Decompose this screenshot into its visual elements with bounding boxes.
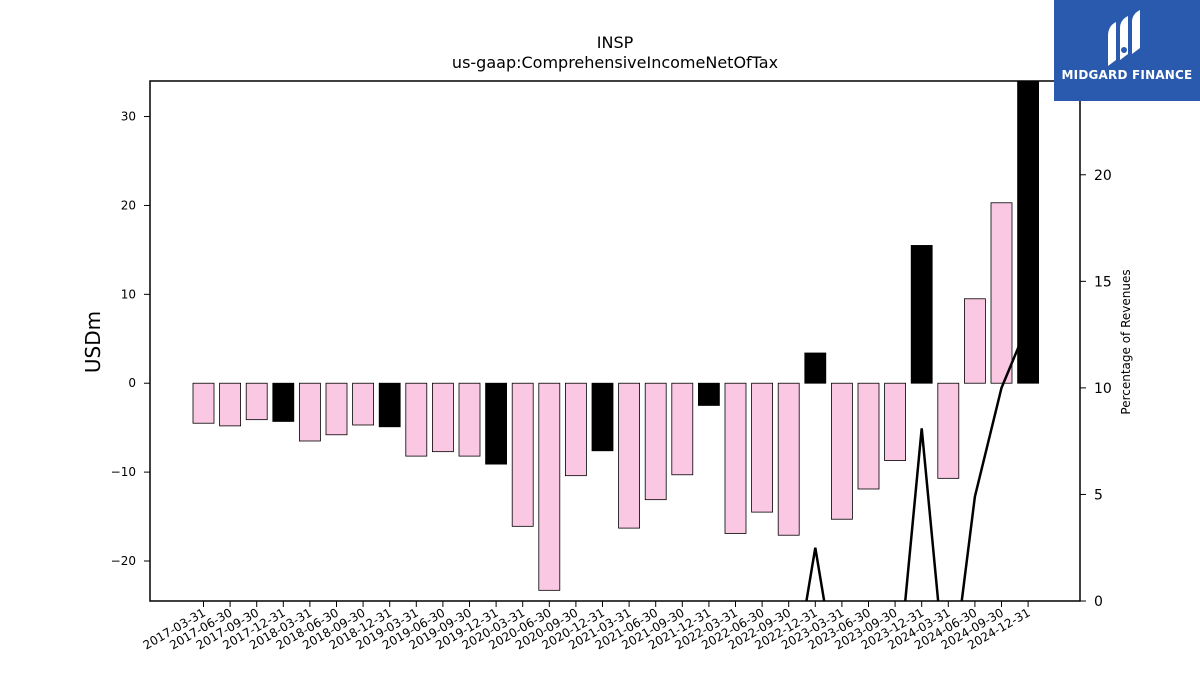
bar-2023-09-30 — [884, 382, 906, 461]
bar-2018-12-31 — [378, 382, 401, 428]
y2-tick-label: 5 — [1094, 487, 1103, 503]
bar-2022-09-30 — [777, 382, 800, 536]
y-axis-label: USDm — [81, 311, 105, 373]
bar-2017-12-31 — [272, 382, 295, 422]
y-tick-label: −20 — [111, 554, 136, 568]
bar-2021-03-31 — [618, 382, 640, 529]
plot-frame — [149, 80, 1081, 602]
bar-2020-12-31 — [591, 382, 614, 452]
bar-2020-06-30 — [538, 382, 561, 591]
bar-2021-12-31 — [698, 382, 720, 406]
bar-2017-03-31 — [192, 382, 215, 424]
y-tick-label: 10 — [121, 287, 136, 301]
bar-2024-03-31 — [937, 382, 960, 479]
chart-title: INSP — [597, 33, 634, 52]
bar-2018-09-30 — [352, 382, 375, 426]
y-tick-label: −10 — [111, 465, 136, 479]
chart-subtitle: us-gaap:ComprehensiveIncomeNetOfTax — [452, 53, 778, 72]
y2-tick-label: 0 — [1094, 594, 1103, 610]
bar-2017-09-30 — [245, 382, 268, 421]
bar-2019-09-30 — [458, 382, 481, 457]
bar-2022-03-31 — [724, 382, 747, 534]
bar-2018-03-31 — [298, 382, 321, 442]
y2-axis-label: Percentage of Revenues — [1119, 269, 1133, 414]
bar-2023-03-31 — [831, 382, 853, 520]
bar-2017-06-30 — [219, 382, 242, 427]
revenue-pct-line-segment-0 — [805, 323, 1030, 601]
bar-2024-06-30 — [964, 298, 986, 384]
bar-2018-06-30 — [325, 382, 348, 436]
brand-name: MIDGARD FINANCE — [1061, 68, 1193, 82]
bar-2022-06-30 — [751, 382, 773, 513]
bar-2024-09-30 — [990, 202, 1013, 384]
y-tick-label: 30 — [121, 110, 136, 124]
bar-2019-03-31 — [405, 382, 428, 457]
y-tick-label: 0 — [128, 376, 136, 390]
bar-2019-06-30 — [431, 382, 454, 453]
y2-tick-label: 10 — [1094, 381, 1112, 397]
bar-2023-12-31 — [910, 245, 933, 384]
y-tick-label: 20 — [121, 198, 136, 212]
bar-2020-03-31 — [511, 382, 534, 527]
bar-2021-09-30 — [671, 382, 694, 476]
bar-2020-09-30 — [565, 382, 587, 477]
bar-2023-06-30 — [857, 382, 880, 490]
midgard-logo-icon — [1108, 10, 1140, 66]
bar-2022-12-31 — [804, 352, 827, 384]
y2-tick-label: 20 — [1094, 168, 1112, 184]
bar-2024-12-31 — [1017, 80, 1039, 384]
y2-tick-label: 15 — [1094, 274, 1112, 290]
bar-2021-06-30 — [644, 382, 667, 501]
brand-logo: MIDGARD FINANCE — [1054, 0, 1200, 101]
bar-2019-12-31 — [485, 382, 508, 465]
